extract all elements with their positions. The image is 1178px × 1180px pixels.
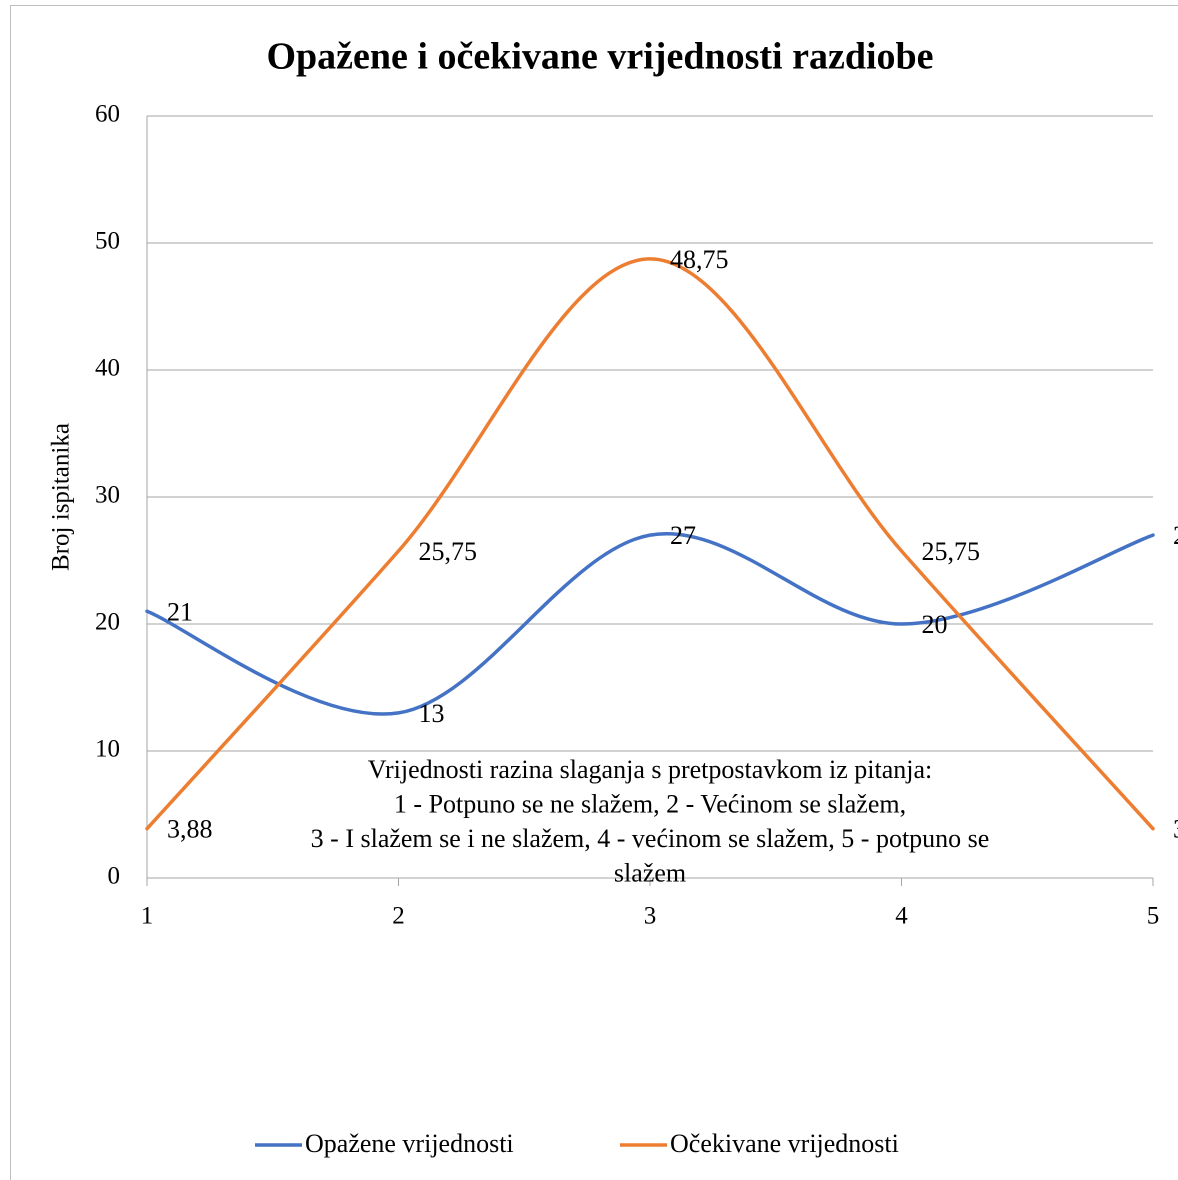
data-label: 25,75 <box>419 537 478 566</box>
legend-label: Opažene vrijednosti <box>305 1129 514 1158</box>
x-axis-title: slažem <box>614 858 686 887</box>
y-tick-label: 0 <box>108 863 121 890</box>
x-axis-title: Vrijednosti razina slaganja s pretpostav… <box>368 755 933 784</box>
x-axis-title: 1 - Potpuno se ne slažem, 2 - Većinom se… <box>394 789 906 818</box>
x-tick-label: 4 <box>895 903 908 930</box>
x-tick-label: 3 <box>644 903 657 930</box>
series-line <box>145 257 1155 831</box>
data-label: 13 <box>419 699 445 728</box>
series-line <box>145 531 1155 716</box>
y-tick-label: 10 <box>95 736 120 763</box>
y-tick-label: 40 <box>95 355 120 382</box>
data-label: 27 <box>670 521 696 550</box>
data-label: 3,88 <box>1173 815 1178 844</box>
y-tick-label: 20 <box>95 609 120 636</box>
x-tick-label: 2 <box>392 903 405 930</box>
data-label: 48,75 <box>670 245 729 274</box>
data-label: 27 <box>1173 521 1178 550</box>
legend-label: Očekivane vrijednosti <box>670 1129 899 1158</box>
x-tick-label: 5 <box>1147 903 1160 930</box>
y-tick-label: 60 <box>95 101 120 128</box>
y-tick-label: 30 <box>95 482 120 509</box>
data-label: 21 <box>167 597 193 626</box>
chart-frame <box>10 5 1178 1180</box>
data-label: 20 <box>922 610 948 639</box>
x-tick-label: 1 <box>141 903 154 930</box>
chart-title: Opažene i očekivane vrijednosti razdiobe <box>266 36 933 78</box>
data-label: 3,88 <box>167 815 213 844</box>
data-label: 25,75 <box>922 537 981 566</box>
y-tick-label: 50 <box>95 228 120 255</box>
y-axis-title: Broj ispitanika <box>48 423 75 571</box>
x-axis-title: 3 - I slažem se i ne slažem, 4 - većinom… <box>311 824 990 853</box>
